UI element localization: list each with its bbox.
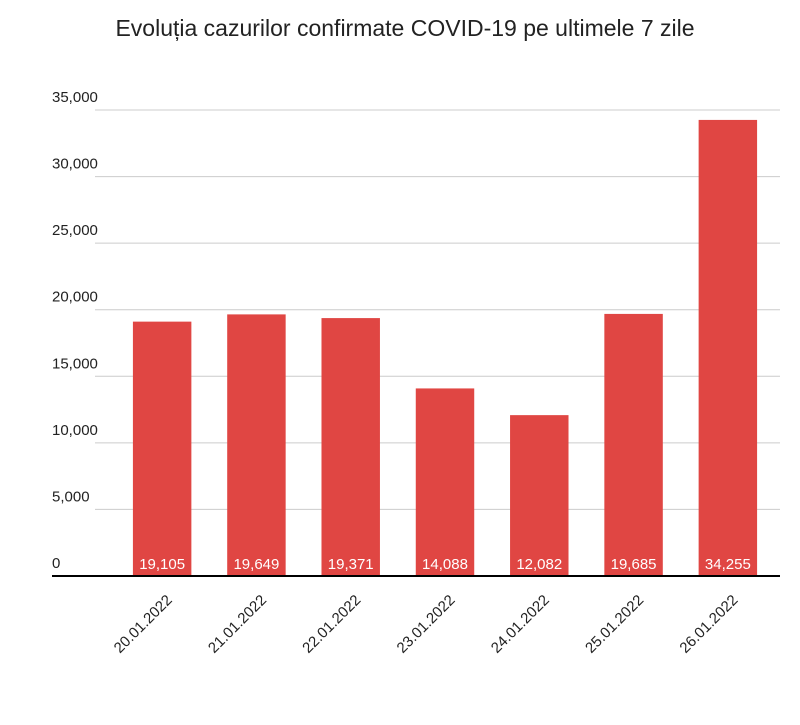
y-tick-label: 0 — [52, 555, 60, 572]
y-tick-label: 5,000 — [52, 488, 90, 505]
y-tick-label: 35,000 — [52, 89, 98, 106]
value-label: 12,082 — [516, 556, 562, 573]
x-tick-label: 23.01.2022 — [394, 592, 459, 657]
bar — [604, 313, 663, 576]
bar — [132, 321, 192, 576]
value-label: 34,255 — [705, 556, 751, 573]
value-label: 14,088 — [422, 556, 468, 573]
x-tick-label: 20.01.2022 — [111, 592, 176, 657]
y-tick-label: 30,000 — [52, 156, 98, 173]
bar — [698, 119, 758, 577]
x-tick-label: 24.01.2022 — [488, 592, 553, 657]
y-tick-label: 15,000 — [52, 355, 98, 372]
y-tick-label: 20,000 — [52, 289, 98, 306]
x-tick-label: 22.01.2022 — [299, 592, 364, 657]
value-label: 19,685 — [611, 556, 657, 573]
bar — [510, 415, 569, 576]
bar — [415, 388, 475, 576]
x-tick-label: 21.01.2022 — [205, 592, 270, 657]
chart-title: Evoluția cazurilor confirmate COVID-19 p… — [115, 15, 694, 41]
x-tick-label: 25.01.2022 — [582, 592, 647, 657]
value-label: 19,649 — [233, 556, 279, 573]
y-tick-label: 10,000 — [52, 422, 98, 439]
bar — [227, 314, 286, 576]
y-tick-label: 25,000 — [52, 222, 98, 239]
x-tick-label: 26.01.2022 — [676, 592, 741, 657]
value-label: 19,105 — [139, 556, 185, 573]
value-label: 19,371 — [328, 556, 374, 573]
bar — [321, 318, 380, 576]
